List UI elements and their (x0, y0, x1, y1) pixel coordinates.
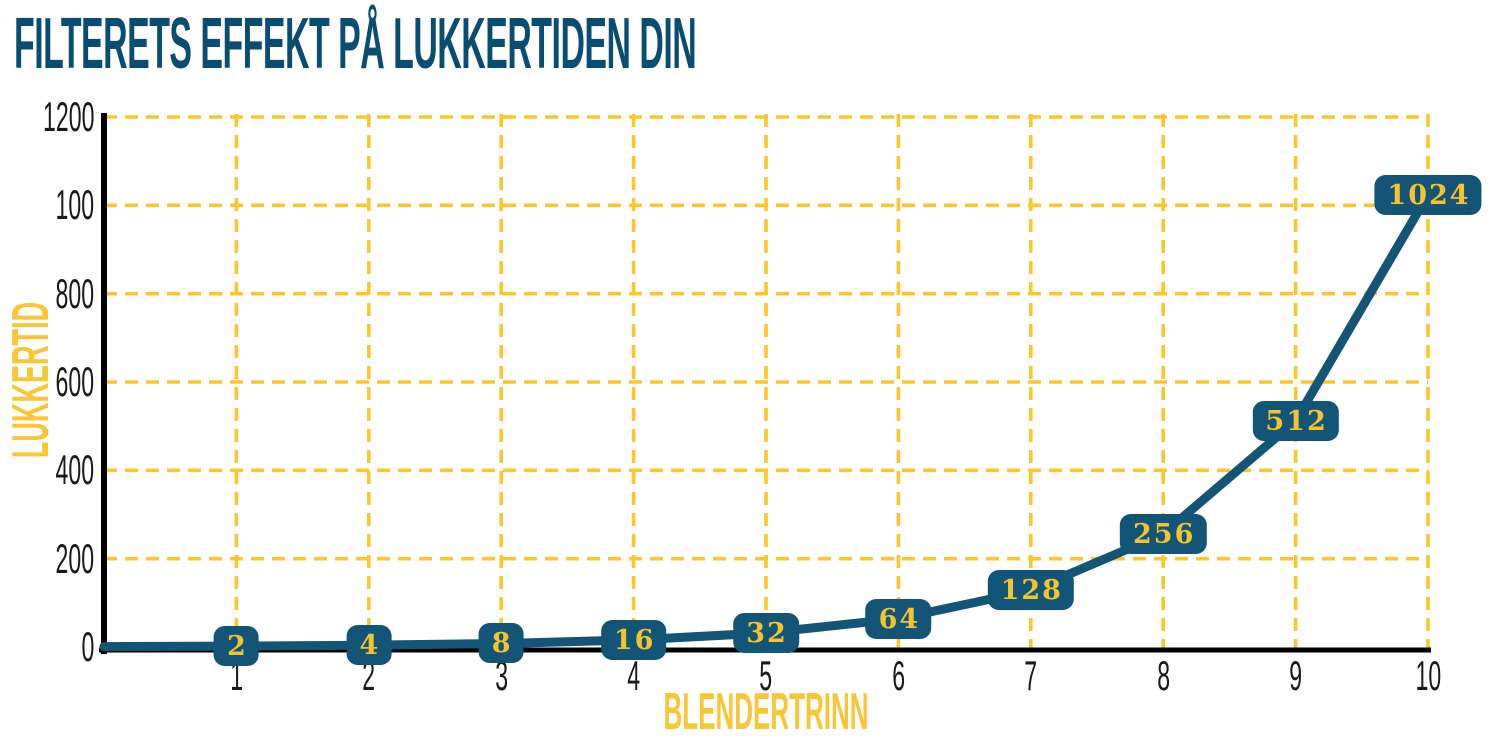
data-point-label: 256 (1120, 513, 1207, 554)
y-tick-label: 1200 (42, 93, 94, 140)
data-point-label: 1024 (1374, 174, 1482, 215)
x-tick-label: 8 (1156, 652, 1170, 699)
x-tick-label: 5 (759, 652, 773, 699)
y-axis-title: LUKKERTID (2, 301, 60, 459)
x-tick-label: 4 (627, 652, 641, 699)
x-axis-title: BLENDERTRINN (663, 683, 869, 741)
y-tick-label: 400 (55, 446, 94, 494)
x-tick-label: 9 (1289, 652, 1303, 699)
y-tick-label: 100 (55, 181, 94, 229)
x-tick-label: 10 (1415, 652, 1441, 699)
y-tick-label: 600 (55, 358, 94, 405)
data-point-label: 64 (865, 598, 932, 639)
data-point-label: 128 (987, 570, 1074, 611)
x-tick-label: 7 (1024, 652, 1038, 699)
data-point-label: 512 (1252, 400, 1339, 441)
chart-title: FILTERETS EFFEKT PÅ LUKKERTIDEN DIN (14, 4, 697, 84)
data-point-label: 2 (213, 626, 259, 667)
data-point-label: 4 (346, 625, 392, 666)
data-point-label: 32 (733, 612, 799, 653)
y-tick-label: 200 (55, 534, 94, 582)
y-tick-label: 800 (55, 269, 94, 317)
data-point-label: 16 (600, 619, 667, 660)
x-tick-label: 6 (891, 652, 905, 699)
x-tick-label: 3 (494, 652, 508, 699)
y-tick-label: 0 (81, 623, 94, 670)
data-point-label: 8 (478, 623, 524, 664)
